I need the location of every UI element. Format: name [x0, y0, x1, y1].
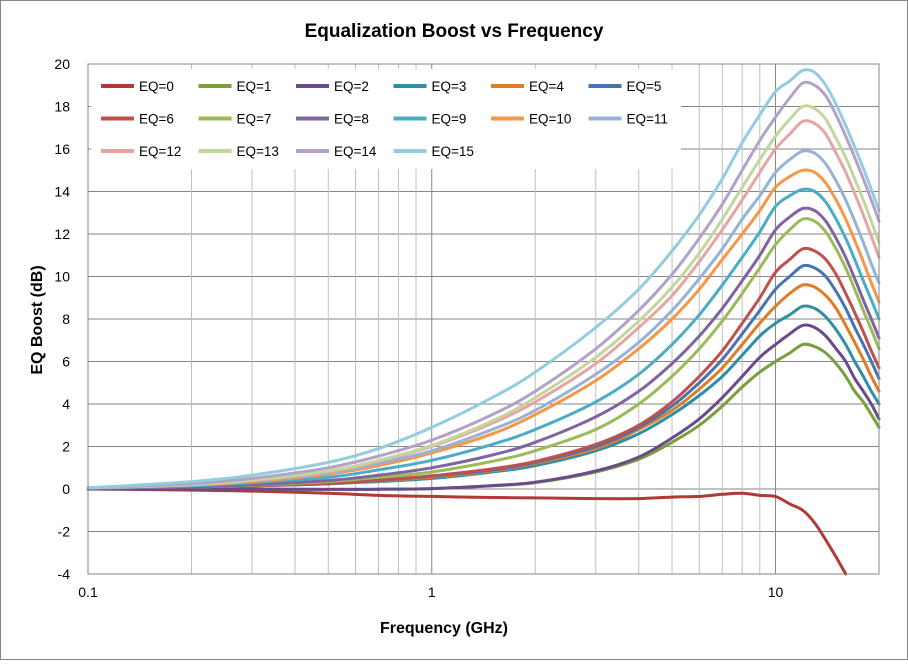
- y-tick-label: 6: [62, 354, 70, 370]
- legend-item: EQ=14: [296, 144, 377, 159]
- legend-item: EQ=10: [491, 112, 571, 127]
- x-tick-label: 10: [768, 584, 784, 600]
- legend-item: EQ=3: [393, 79, 467, 94]
- series-line-eq11: [86, 149, 881, 490]
- series-line-eq0: [86, 487, 848, 576]
- chart-title: Equalization Boost vs Frequency: [305, 21, 604, 42]
- legend-label: EQ=8: [334, 112, 369, 127]
- y-tick-label: 2: [62, 439, 70, 455]
- legend-background: [91, 69, 681, 169]
- y-tick-label: 0: [62, 481, 70, 497]
- y-tick-label: -4: [58, 566, 71, 582]
- series-line-eq9: [86, 187, 881, 490]
- legend-label: EQ=14: [334, 144, 377, 159]
- legend-label: EQ=5: [627, 79, 662, 94]
- legend-label: EQ=3: [432, 79, 467, 94]
- legend-item: EQ=9: [393, 112, 467, 127]
- series-line-eq13: [86, 104, 881, 490]
- series-lines: [86, 68, 881, 576]
- legend-item: EQ=0: [101, 79, 174, 94]
- legend-item: EQ=13: [198, 144, 279, 159]
- y-tick-label: -2: [58, 524, 71, 540]
- legend-label: EQ=4: [529, 79, 564, 94]
- legend-label: EQ=13: [237, 144, 279, 159]
- y-tick-label: 8: [62, 311, 70, 327]
- legend-item: EQ=15: [393, 144, 474, 159]
- y-tick-label: 14: [54, 184, 70, 200]
- x-tick-label: 1: [428, 584, 436, 600]
- x-tick-label: 0.1: [78, 584, 98, 600]
- y-axis-label: EQ Boost (dB): [29, 265, 46, 374]
- legend-item: EQ=2: [296, 79, 369, 94]
- series-line-eq10: [86, 168, 881, 490]
- legend-item: EQ=6: [101, 112, 174, 127]
- legend-item: EQ=5: [588, 79, 662, 94]
- series-line-eq8: [86, 206, 881, 490]
- x-tick-labels: 0.1 1 10: [78, 584, 783, 600]
- legend-label: EQ=1: [237, 79, 272, 94]
- series-line-eq15: [86, 68, 881, 490]
- y-tick-labels: -4 -2 0 2 4 6 8 10 12 14 16 18 20: [54, 56, 70, 582]
- legend-item: EQ=12: [101, 144, 181, 159]
- legend-label: EQ=15: [432, 144, 474, 159]
- y-tick-label: 20: [54, 56, 70, 72]
- series-line-eq6: [86, 246, 881, 490]
- y-tick-label: 4: [62, 396, 70, 412]
- legend: EQ=0 EQ=1 EQ=2 EQ=3 EQ=4 EQ=5 EQ=6 EQ=7 EQ=8 EQ=9…: [91, 69, 681, 169]
- series-line-eq2: [86, 323, 881, 491]
- legend-label: EQ=7: [237, 112, 272, 127]
- legend-label: EQ=6: [139, 112, 174, 127]
- plot-area-border: [87, 63, 880, 575]
- legend-label: EQ=12: [139, 144, 181, 159]
- y-tick-label: 18: [54, 99, 70, 115]
- legend-item: EQ=11: [588, 112, 668, 127]
- legend-item: EQ=1: [198, 79, 272, 94]
- series-line-eq14: [86, 80, 881, 490]
- legend-item: EQ=7: [198, 112, 272, 127]
- y-tick-label: 16: [54, 141, 70, 157]
- y-tick-label: 12: [54, 226, 70, 242]
- legend-item: EQ=4: [491, 79, 564, 94]
- x-axis-label: Frequency (GHz): [380, 620, 508, 637]
- series-line-eq7: [86, 217, 881, 490]
- legend-label: EQ=9: [432, 112, 467, 127]
- legend-label: EQ=2: [334, 79, 369, 94]
- legend-label: EQ=0: [139, 79, 174, 94]
- legend-label: EQ=11: [627, 112, 668, 127]
- y-tick-label: 10: [54, 269, 70, 285]
- legend-label: EQ=10: [529, 112, 571, 127]
- legend-item: EQ=8: [296, 112, 369, 127]
